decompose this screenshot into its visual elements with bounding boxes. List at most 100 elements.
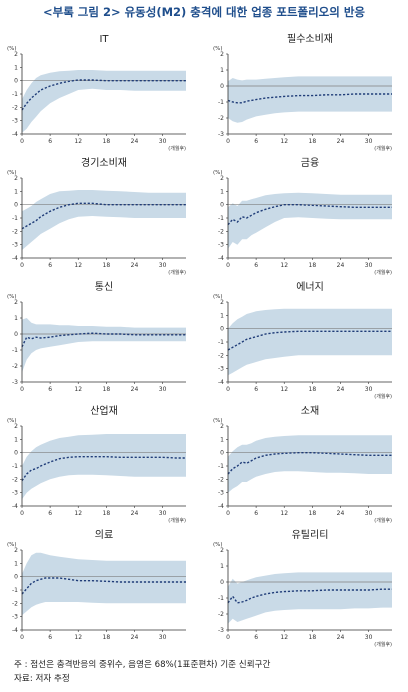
x-axis-label: (개월후) xyxy=(374,269,392,276)
y-tick-label: 1 xyxy=(14,315,18,322)
y-tick-label: -2 xyxy=(218,476,224,483)
panel-title: 에너지 xyxy=(296,281,324,293)
y-tick-label: 0 xyxy=(220,450,224,457)
y-tick-label: 0 xyxy=(220,202,224,209)
y-tick-label: -3 xyxy=(218,366,224,373)
x-tick-label: 6 xyxy=(48,634,52,641)
y-tick-label: 1 xyxy=(220,67,224,74)
x-tick-label: 30 xyxy=(159,386,167,393)
y-tick-label: -2 xyxy=(218,611,224,618)
x-tick-label: 30 xyxy=(159,510,167,517)
chart-svg: 소재(%)210-1-2-3-40 6 12 18 24 30(개월후) xyxy=(213,405,392,524)
x-tick-label: 18 xyxy=(103,386,111,393)
y-tick-label: -2 xyxy=(12,476,18,483)
x-tick-label: 24 xyxy=(337,138,345,145)
chart-panel: 경기소비재 (%) 2 1 0 -1 -2 -3 -4 0 6 12 18 24 30 (개월후) xyxy=(6,156,196,286)
x-tick-label: 0 xyxy=(20,138,24,145)
x-tick-label: 18 xyxy=(309,262,317,269)
y-tick-label: 2 xyxy=(220,299,224,306)
x-tick-label: 18 xyxy=(309,138,317,145)
x-tick-label: 30 xyxy=(159,634,167,641)
median-line xyxy=(227,588,392,604)
x-tick-label: 6 xyxy=(48,262,52,269)
figure-title: <부록 그림 2> 유동성(M2) 충격에 대한 업종 포트폴리오의 반응 xyxy=(42,5,366,19)
y-tick-label: -2 xyxy=(12,363,18,370)
x-tick-label: 24 xyxy=(337,634,345,641)
y-tick-label: -4 xyxy=(12,503,18,510)
x-tick-label: 0 xyxy=(20,634,24,641)
panel-title: 소재 xyxy=(301,405,319,417)
y-tick-label: -2 xyxy=(218,352,224,359)
x-tick-label: 6 xyxy=(254,386,258,393)
median-line xyxy=(21,332,186,348)
y-tick-label: -3 xyxy=(12,614,18,621)
panel-title: 통신 xyxy=(95,281,113,293)
chart-svg: 필수소비재(%)210-1-2-30 6 12 18 24 30(개월후) xyxy=(213,33,392,152)
y-tick-label: 2 xyxy=(220,423,224,430)
chart-svg: 금융(%)210-1-2-3-40 6 12 18 24 30(개월후) xyxy=(213,157,392,276)
y-tick-label: -3 xyxy=(12,118,18,125)
y-tick-label: -2 xyxy=(218,228,224,235)
x-tick-label: 6 xyxy=(254,510,258,517)
x-tick-label: 30 xyxy=(365,386,373,393)
confidence-band xyxy=(228,435,392,493)
x-tick-label: 12 xyxy=(280,634,288,641)
unit-label: (%) xyxy=(7,294,17,300)
unit-label: (%) xyxy=(7,418,17,424)
y-tick-label: -4 xyxy=(12,627,18,634)
x-tick-label: 0 xyxy=(20,386,24,393)
chart-svg: 경기소비재(%)210-1-2-3-40 6 12 18 24 30(개월후) xyxy=(7,156,186,276)
x-axis-label: (개월후) xyxy=(168,517,186,524)
x-tick-label: 30 xyxy=(159,262,167,269)
y-tick-label: -4 xyxy=(218,379,224,386)
x-tick-label: 6 xyxy=(48,138,52,145)
x-tick-label: 18 xyxy=(309,634,317,641)
x-tick-label: 12 xyxy=(280,386,288,393)
y-tick-label: 1 xyxy=(14,188,18,195)
x-tick-label: 6 xyxy=(254,262,258,269)
x-tick-label: 0 xyxy=(226,138,230,145)
y-tick-label: -3 xyxy=(218,131,224,138)
x-tick-label: 18 xyxy=(103,138,111,145)
chart-svg: 에너지(%)210-1-2-3-40 6 12 18 24 30(개월후) xyxy=(213,281,392,400)
x-axis-label: (개월후) xyxy=(374,517,392,524)
x-tick-label: 30 xyxy=(365,634,373,641)
y-tick-label: 0 xyxy=(220,326,224,333)
x-tick-label: 12 xyxy=(74,386,82,393)
median-line xyxy=(21,577,186,595)
y-tick-label: 0 xyxy=(14,574,18,581)
chart-panel: 에너지 (%) 2 1 0 -1 -2 -3 -4 0 6 12 18 24 30 (개월후) xyxy=(212,281,402,410)
x-tick-label: 12 xyxy=(74,262,82,269)
chart-panel: 필수소비재 (%) 2 1 0 -1 -2 -3 0 6 12 18 24 30 (개월후) xyxy=(212,33,402,162)
median-line xyxy=(21,202,186,230)
x-tick-label: 6 xyxy=(254,634,258,641)
x-tick-label: 24 xyxy=(131,634,139,641)
y-tick-label: -1 xyxy=(12,587,18,594)
x-tick-label: 30 xyxy=(365,138,373,145)
y-tick-label: -3 xyxy=(218,627,224,634)
y-tick-label: 0 xyxy=(220,83,224,90)
chart-panel: IT (%) 2 1 0 -1 -2 -3 -4 0 6 12 18 24 30 (개월후) xyxy=(6,34,196,162)
x-tick-label: 24 xyxy=(337,386,345,393)
x-tick-label: 12 xyxy=(74,138,82,145)
y-tick-label: -1 xyxy=(12,215,18,222)
x-tick-label: 24 xyxy=(131,262,139,269)
x-tick-label: 0 xyxy=(226,386,230,393)
y-tick-label: -1 xyxy=(12,347,18,354)
unit-label: (%) xyxy=(7,46,17,52)
chart-svg: 통신(%)210-1-2-30 6 12 18 24 30 xyxy=(7,281,186,393)
y-tick-label: 2 xyxy=(220,175,224,182)
chart-svg: IT(%)210-1-2-3-40 6 12 18 24 30(개월후) xyxy=(7,34,186,152)
y-tick-label: 2 xyxy=(14,423,18,430)
panel-title: IT xyxy=(99,34,109,45)
confidence-band xyxy=(22,552,186,616)
x-tick-label: 24 xyxy=(337,262,345,269)
confidence-band xyxy=(228,572,392,624)
y-tick-label: -1 xyxy=(12,91,18,98)
y-tick-label: 0 xyxy=(14,331,18,338)
notes: 주 : 점선은 충격반응의 중위수, 음영은 68%(1표준편차) 기준 신뢰구… xyxy=(14,658,404,686)
unit-label: (%) xyxy=(213,170,223,176)
x-tick-label: 6 xyxy=(48,386,52,393)
y-tick-label: 2 xyxy=(14,547,18,554)
median-line xyxy=(227,204,392,226)
